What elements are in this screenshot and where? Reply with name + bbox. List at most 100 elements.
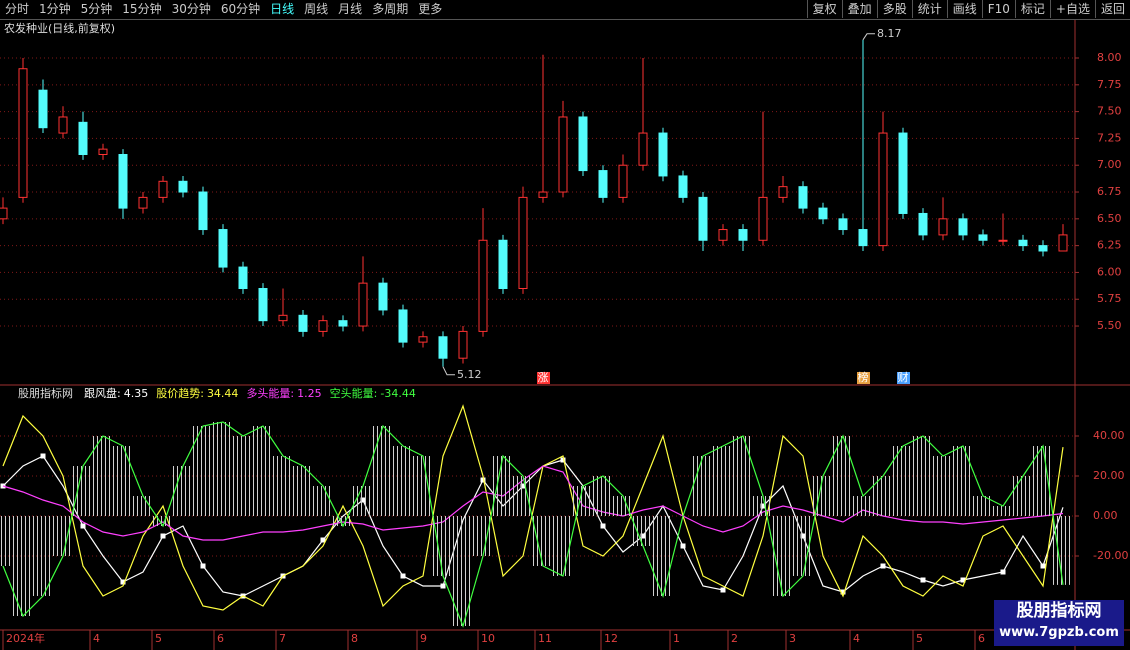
candle-body bbox=[878, 132, 888, 247]
histogram-bar bbox=[453, 516, 473, 626]
candle-body bbox=[738, 229, 748, 241]
histogram-bar bbox=[653, 516, 673, 596]
toolbar-button[interactable]: 复权 bbox=[806, 0, 842, 18]
histogram-bar bbox=[73, 466, 93, 516]
toolbar-button[interactable]: 15分钟 bbox=[122, 2, 162, 16]
toolbar-button[interactable]: 30分钟 bbox=[171, 2, 211, 16]
annotation-arrow bbox=[862, 33, 875, 41]
candle-body bbox=[838, 218, 848, 231]
histogram-bar bbox=[233, 436, 253, 516]
watermark: 股朋指标网 www.7gpzb.com bbox=[994, 600, 1124, 646]
x-tick-label: 7 bbox=[279, 632, 286, 645]
x-tick-label: 6 bbox=[978, 632, 985, 645]
marker: 财 bbox=[898, 370, 909, 384]
candle-body bbox=[678, 175, 688, 198]
line-dot bbox=[920, 577, 926, 583]
histogram-bar bbox=[733, 436, 753, 516]
toolbar-button[interactable]: 日线 bbox=[270, 2, 295, 16]
toolbar-button[interactable]: 统计 bbox=[911, 0, 947, 18]
x-tick-label: 9 bbox=[420, 632, 427, 645]
candle-body bbox=[658, 132, 668, 177]
watermark-name: 股朋指标网 bbox=[1016, 601, 1102, 621]
toolbar-button[interactable]: 更多 bbox=[418, 2, 443, 16]
chart-area: 农发种业(日线,前复权) 5.50 5.75 6.00 6.25 6.50 6.75 7.00… bbox=[0, 20, 1130, 650]
histogram-bar bbox=[393, 446, 413, 516]
histogram-bar bbox=[973, 496, 993, 516]
toolbar-button[interactable]: 画线 bbox=[946, 0, 982, 18]
histogram-bar bbox=[113, 446, 133, 516]
candle-body bbox=[558, 116, 568, 193]
line-dot bbox=[840, 589, 846, 595]
candle-body bbox=[78, 121, 88, 155]
candle-body bbox=[978, 234, 988, 241]
histogram-bar bbox=[773, 516, 793, 596]
toolbar-button[interactable]: 多股 bbox=[876, 0, 912, 18]
histogram-bar bbox=[713, 446, 733, 516]
line-dot bbox=[200, 563, 206, 569]
histogram-bar bbox=[1053, 516, 1073, 585]
line-dot bbox=[1000, 569, 1006, 575]
histogram-bar bbox=[893, 446, 913, 516]
toolbar-button[interactable]: 叠加 bbox=[841, 0, 877, 18]
candle-body bbox=[38, 89, 48, 129]
toolbar-button[interactable]: 标记 bbox=[1014, 0, 1050, 18]
line-dot bbox=[320, 537, 326, 543]
candle-body bbox=[158, 180, 168, 198]
toolbar-button[interactable]: F10 bbox=[981, 0, 1015, 18]
x-tick-label: 5 bbox=[916, 632, 923, 645]
toolbar-button[interactable]: 5分钟 bbox=[80, 2, 113, 16]
y-tick-label: 0.00 bbox=[1093, 509, 1118, 522]
histogram-bar bbox=[913, 436, 933, 516]
histogram-bar bbox=[193, 426, 213, 516]
candle-body bbox=[998, 239, 1008, 242]
histogram-bar bbox=[633, 516, 653, 546]
y-tick-label: 6.25 bbox=[1097, 239, 1122, 252]
candle-body bbox=[0, 207, 8, 220]
candle-body bbox=[718, 229, 728, 241]
toolbar-button[interactable]: 60分钟 bbox=[220, 2, 261, 16]
toolbar-button[interactable]: +自选 bbox=[1049, 0, 1095, 18]
legend-value: 4.35 bbox=[124, 387, 149, 400]
toolbar-button[interactable]: 1分钟 bbox=[39, 2, 71, 16]
histogram-bar bbox=[853, 496, 873, 516]
histogram-bar bbox=[473, 516, 493, 556]
y-tick-label: 5.75 bbox=[1097, 292, 1122, 305]
toolbar-button[interactable]: 多周期 bbox=[372, 2, 409, 16]
toolbar-button[interactable]: 返回 bbox=[1094, 0, 1130, 18]
candle-body bbox=[318, 320, 328, 332]
toolbar-button[interactable]: 周线 bbox=[304, 2, 329, 16]
histogram-bar bbox=[93, 436, 113, 516]
x-tick-label: 10 bbox=[481, 632, 495, 645]
candle-body bbox=[1018, 239, 1028, 247]
histogram-bar bbox=[0, 516, 13, 566]
candle-body bbox=[118, 153, 128, 209]
toolbar-button[interactable]: 月线 bbox=[338, 2, 363, 16]
candle-body bbox=[278, 314, 288, 322]
histogram-bar bbox=[173, 466, 193, 516]
histogram-bar bbox=[613, 496, 633, 516]
histogram-bar bbox=[293, 466, 313, 516]
histogram-bar bbox=[513, 476, 533, 516]
toolbar-button[interactable]: 分时 bbox=[5, 2, 30, 16]
candle-body bbox=[198, 191, 208, 231]
candle-body bbox=[218, 229, 228, 268]
candle-body bbox=[138, 196, 148, 209]
x-tick-label: 5 bbox=[155, 632, 162, 645]
histogram-bar bbox=[213, 422, 233, 516]
candle-body bbox=[398, 309, 408, 343]
histogram-bar bbox=[133, 496, 153, 516]
candle-body bbox=[1038, 245, 1048, 252]
y-tick-label: 7.25 bbox=[1097, 131, 1122, 144]
legend-name: 跟风盘: bbox=[84, 386, 121, 400]
annotation: 5.12 bbox=[457, 368, 482, 381]
candle-body bbox=[758, 196, 768, 241]
candle-body bbox=[778, 186, 788, 198]
x-tick-label: 4 bbox=[853, 632, 860, 645]
candle-body bbox=[438, 336, 448, 359]
histogram-bar bbox=[793, 516, 813, 576]
x-tick-label: 1 bbox=[673, 632, 680, 645]
candle-body bbox=[538, 191, 548, 198]
indicator-title: 股朋指标网 bbox=[18, 386, 73, 400]
histogram-bar bbox=[413, 456, 433, 516]
